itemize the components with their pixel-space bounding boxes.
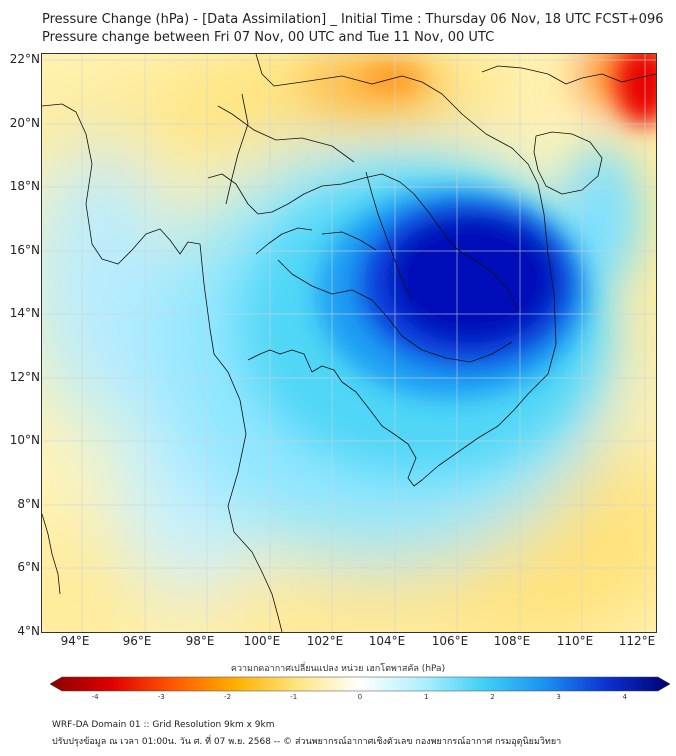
colorbar-title: ความกดอากาศเปลี่ยนแปลง หน่วย เฮกโตพาสคัล… [230, 664, 446, 674]
pressure-field [42, 54, 656, 632]
lon-label: 100°E [243, 634, 281, 648]
lat-label: 6°N [17, 560, 40, 574]
map-canvas [42, 54, 656, 632]
colorbar-tick-label: -4 [91, 693, 99, 701]
title-line-2: Pressure change between Fri 07 Nov, 00 U… [42, 30, 495, 45]
lon-label: 110°E [556, 634, 594, 648]
colorbar-tick-label: 1 [423, 693, 429, 701]
colorbar [50, 676, 671, 692]
lat-label: 4°N [17, 624, 40, 638]
pressure-change-map[interactable] [41, 53, 657, 633]
graticule [42, 54, 656, 632]
colorbar-tick-label: 4 [622, 693, 628, 701]
lat-label: 8°N [17, 497, 40, 511]
coastlines-and-borders [42, 54, 656, 632]
footer-line-2: ปรับปรุงข้อมูล ณ เวลา 01:00น. วัน ศ. ที่… [52, 737, 562, 747]
lat-label: 16°N [9, 243, 40, 257]
map-title: Pressure Change (hPa) - [Data Assimilati… [42, 11, 663, 47]
lon-label: 96°E [122, 634, 152, 648]
lat-label: 12°N [9, 370, 40, 384]
lon-label: 102°E [306, 634, 344, 648]
colorbar-tick-label: -3 [157, 693, 165, 701]
lat-label: 22°N [9, 52, 40, 66]
colorbar-tick-label: 2 [490, 693, 495, 701]
title-line-1: Pressure Change (hPa) - [Data Assimilati… [42, 12, 664, 27]
lat-label: 10°N [9, 433, 40, 447]
colorbar-tick-label: 0 [357, 693, 363, 701]
lat-label: 20°N [9, 116, 40, 130]
colorbar-tick-label: 3 [556, 693, 561, 701]
colorbar-tick-label: -2 [224, 693, 232, 701]
lon-label: 98°E [185, 634, 215, 648]
lat-label: 18°N [9, 179, 40, 193]
lon-label: 112°E [618, 634, 656, 648]
footer-line-1: WRF-DA Domain 01 :: Grid Resolution 9km … [52, 720, 275, 730]
colorbar-tick-label: -1 [290, 693, 298, 701]
lon-label: 94°E [60, 634, 90, 648]
lat-label: 14°N [9, 306, 40, 320]
lon-label: 106°E [431, 634, 469, 648]
lon-label: 108°E [493, 634, 531, 648]
lon-label: 104°E [368, 634, 406, 648]
